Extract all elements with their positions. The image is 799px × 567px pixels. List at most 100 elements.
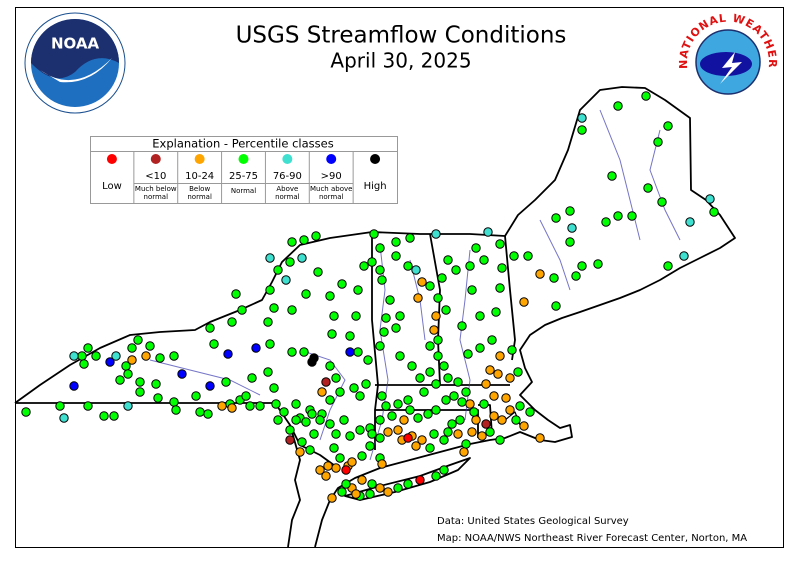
station [613, 211, 623, 221]
station [203, 409, 213, 419]
station [123, 369, 133, 379]
station [493, 369, 503, 379]
station [709, 207, 719, 217]
station [153, 393, 163, 403]
station [471, 415, 481, 425]
station [377, 275, 387, 285]
station [385, 295, 395, 305]
legend-title: Explanation - Percentile classes [152, 137, 333, 151]
station [345, 347, 355, 357]
station [205, 381, 215, 391]
station [209, 339, 219, 349]
legend-label-line: normal [144, 193, 169, 201]
station [227, 317, 237, 327]
station [417, 435, 427, 445]
station [375, 483, 385, 493]
station [351, 489, 361, 499]
station [265, 339, 275, 349]
station [141, 351, 151, 361]
station [341, 465, 351, 475]
station [383, 487, 393, 497]
station [663, 121, 673, 131]
station [69, 381, 79, 391]
station [365, 489, 375, 499]
station [363, 355, 373, 365]
station [405, 405, 415, 415]
credit-data: Data: United States Geological Survey [437, 516, 629, 527]
legend-range: High [364, 181, 387, 192]
station [195, 407, 205, 417]
legend-range: Low [102, 181, 122, 192]
station [353, 347, 363, 357]
station [403, 479, 413, 489]
station [577, 125, 587, 135]
station [381, 401, 391, 411]
station [171, 405, 181, 415]
station [643, 183, 653, 193]
frame [15, 7, 784, 548]
station [351, 311, 361, 321]
legend-swatch [370, 154, 381, 164]
station [403, 433, 413, 443]
station [237, 305, 247, 315]
legend-label-line: normal [187, 193, 212, 201]
station [467, 427, 477, 437]
station [685, 217, 695, 227]
station [291, 415, 301, 425]
legend-label-line: Much below [135, 185, 177, 193]
station [69, 351, 79, 361]
station [335, 387, 345, 397]
station [425, 443, 435, 453]
station [399, 415, 409, 425]
legend-range: 25-75 [229, 171, 258, 182]
station [285, 425, 295, 435]
station [443, 427, 453, 437]
station [223, 349, 233, 359]
station [301, 417, 311, 427]
station [55, 401, 65, 411]
station [357, 475, 367, 485]
station [105, 357, 115, 367]
station [111, 351, 121, 361]
station [403, 395, 413, 405]
station [601, 217, 611, 227]
station [481, 419, 491, 429]
station [169, 397, 179, 407]
station [305, 445, 315, 455]
station [495, 283, 505, 293]
station [705, 194, 715, 204]
station [433, 351, 443, 361]
station [269, 303, 279, 313]
station [273, 415, 283, 425]
station [407, 361, 417, 371]
station [191, 391, 201, 401]
station [395, 351, 405, 361]
station [431, 471, 441, 481]
station [425, 281, 435, 291]
station [551, 213, 561, 223]
legend-label: Normal [231, 187, 256, 195]
station [383, 427, 393, 437]
station [349, 383, 359, 393]
station [135, 387, 145, 397]
station [577, 261, 587, 271]
station [429, 325, 439, 335]
station [281, 275, 291, 285]
station [477, 431, 487, 441]
station [109, 411, 119, 421]
noaa-logo: NOAA [24, 12, 126, 114]
legend-swatch [326, 154, 337, 164]
station [217, 401, 227, 411]
station [311, 231, 321, 241]
station [83, 343, 93, 353]
station [285, 257, 295, 267]
station [345, 331, 355, 341]
station [359, 261, 369, 271]
station [241, 391, 251, 401]
station [627, 211, 637, 221]
station [509, 251, 519, 261]
station [417, 277, 427, 287]
station [329, 443, 339, 453]
station [227, 403, 237, 413]
station [457, 397, 467, 407]
